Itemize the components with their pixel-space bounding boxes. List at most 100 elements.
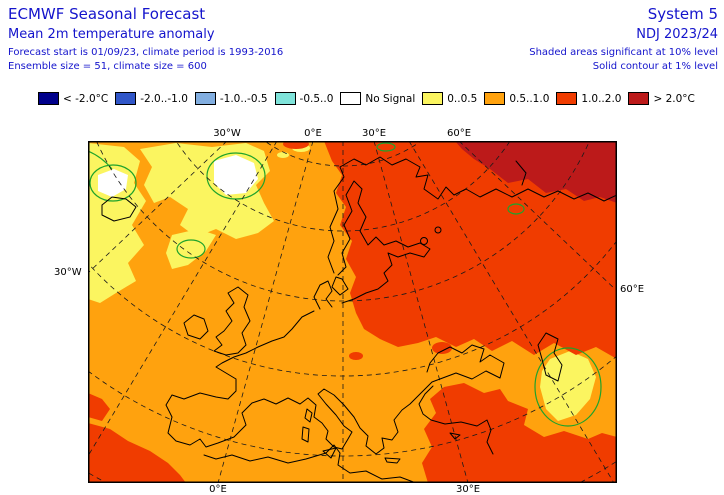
legend-label: 0.5..1.0 (509, 92, 550, 105)
lake-ladoga (420, 237, 428, 245)
coast-crete (384, 457, 401, 464)
legend-swatch (115, 92, 137, 105)
significance-contour (206, 152, 266, 200)
lon-label-right-60e: 60°E (620, 284, 645, 295)
legend-item: 0..0.5 (422, 92, 477, 105)
coast-cyprus (449, 432, 461, 440)
legend-label: 0..0.5 (447, 92, 478, 105)
yellow-region-tongue (166, 229, 216, 269)
lon-label-top-60e: 60°E (446, 128, 472, 139)
significance-contour (376, 142, 396, 152)
lon-label-top-0e: 0°E (304, 128, 322, 139)
ensemble-info: Ensemble size = 51, climate size = 600 (8, 61, 207, 72)
meridian-30w (88, 141, 228, 274)
color-legend: < -2.0°C -2.0..-1.0 -1.0..-0.5 -0.5..0 N… (38, 92, 702, 105)
period-label: NDJ 2023/24 (636, 27, 718, 42)
significance-info: Shaded areas significant at 10% level (529, 47, 718, 58)
coast-continental-europe (165, 310, 505, 455)
legend-item: < -2.0°C (38, 92, 108, 105)
legend-item: -0.5..0 (274, 92, 334, 105)
forecast-info: Forecast start is 01/09/23, climate peri… (8, 47, 284, 58)
red-region-southwest-corner (88, 423, 186, 483)
meridian-60e (458, 141, 617, 292)
legend-item: -1.0..-0.5 (194, 92, 268, 105)
legend-item: No Signal (340, 92, 415, 105)
map-container (88, 141, 617, 483)
legend-swatch (274, 92, 296, 105)
legend-item: > 2.0°C (628, 92, 695, 105)
red-region-west-edge (88, 393, 110, 421)
lake-onega (434, 226, 442, 234)
warm-gt2-regions (455, 141, 617, 203)
legend-item: 0.5..1.0 (484, 92, 549, 105)
coast-denmark (313, 280, 333, 310)
legend-swatch (484, 92, 506, 105)
legend-swatch (556, 92, 578, 105)
coast-south-sweden (331, 276, 349, 296)
coast-corsica (304, 408, 313, 423)
red-spot (349, 352, 363, 360)
legend-label: -0.5..0 (299, 92, 334, 105)
legend-label: -1.0..-0.5 (219, 92, 268, 105)
legend-label: 1.0..2.0 (581, 92, 622, 105)
legend-swatch (628, 92, 650, 105)
legend-swatch (38, 92, 59, 105)
meridian-15w (88, 141, 278, 457)
lon-label-top-30e: 30°E (361, 128, 387, 139)
parallel (88, 239, 617, 377)
contour-info: Solid contour at 1% level (592, 61, 718, 72)
red-region-southeast (422, 383, 617, 483)
graticule (88, 141, 617, 483)
legend-item: 1.0..2.0 (556, 92, 621, 105)
coast-ireland (183, 314, 209, 340)
coast-sardinia (301, 426, 310, 443)
coast-sicily (322, 447, 337, 459)
parallel (264, 141, 422, 167)
coast-baltic-bothnia (337, 180, 431, 304)
no-signal-patch-west (98, 169, 128, 197)
significance-contour (534, 347, 602, 427)
no-signal-patch-central (214, 155, 258, 195)
legend-label: > 2.0°C (653, 92, 695, 105)
page-title: ECMWF Seasonal Forecast (8, 5, 206, 23)
legend-swatch (194, 92, 216, 105)
lon-label-top-30w: 30°W (213, 128, 241, 139)
forecast-map (88, 141, 617, 483)
legend-swatch (422, 92, 444, 105)
red-spot (283, 141, 309, 149)
coast-turkey-levant (418, 385, 494, 455)
lon-label-bottom-0e: 0°E (209, 484, 227, 495)
map-frame (88, 141, 617, 483)
significance-contours (88, 142, 602, 427)
parallel (95, 141, 591, 302)
yellow-region-east (540, 351, 596, 421)
coast-iceland (101, 196, 137, 222)
system-label: System 5 (647, 5, 718, 23)
significance-contour (89, 164, 137, 202)
lon-label-left-30w: 30°W (54, 267, 82, 278)
darkred-region-northeast-corner (455, 141, 617, 203)
legend-item: -2.0..-1.0 (115, 92, 188, 105)
coast-norway-arctic (327, 156, 617, 274)
legend-label: -2.0..-1.0 (140, 92, 188, 105)
coastlines (101, 156, 617, 483)
parallel (88, 355, 617, 457)
coast-novaya (515, 160, 527, 186)
red-spot (432, 342, 452, 354)
no-signal-regions (98, 155, 258, 197)
legend-swatch (340, 92, 362, 105)
coast-britain (213, 286, 251, 356)
significance-contour (88, 150, 113, 170)
legend-label: No Signal (365, 92, 416, 105)
legend-label: < -2.0°C (63, 92, 109, 105)
significance-contour (507, 203, 525, 215)
meridian-45e (408, 141, 615, 483)
warm-1-2-regions (88, 141, 617, 483)
page-subtitle: Mean 2m temperature anomaly (8, 27, 215, 42)
yellow-spot (277, 152, 289, 158)
red-region-northeast (324, 141, 617, 359)
significance-contour (176, 239, 206, 259)
lon-label-bottom-30e: 30°E (455, 484, 481, 495)
coast-caspian-sea (537, 332, 563, 382)
